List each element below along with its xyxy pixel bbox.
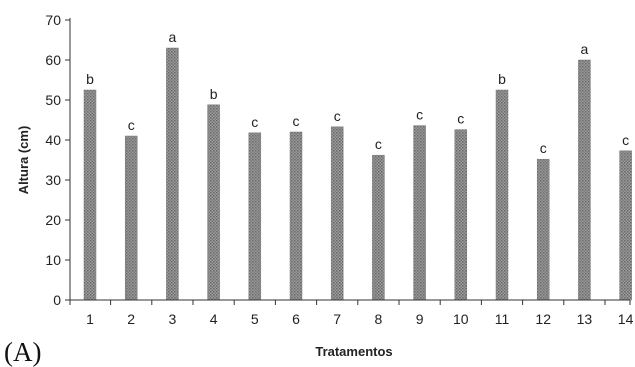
x-tick-label-7: 7	[333, 311, 341, 327]
significance-letter-5: c	[251, 114, 258, 130]
y-tick-label-30: 30	[45, 172, 61, 188]
bars-group	[83, 47, 632, 301]
x-tick-label-13: 13	[577, 311, 593, 327]
bar-3	[166, 47, 179, 301]
y-axis: 0 10 20 30 40 50 60 70	[45, 12, 71, 308]
x-tick-label-10: 10	[453, 311, 469, 327]
x-tick-label-14: 14	[618, 311, 634, 327]
significance-letter-8: c	[375, 136, 382, 152]
y-tick-label-0: 0	[53, 292, 61, 308]
significance-letter-4: b	[210, 86, 218, 102]
bar-6	[289, 131, 303, 301]
y-tick-label-20: 20	[45, 212, 61, 228]
bar-1	[83, 89, 97, 301]
x-tick-label-12: 12	[535, 311, 551, 327]
bar-11	[495, 89, 509, 301]
x-tick-label-4: 4	[210, 311, 218, 327]
x-tick-label-8: 8	[375, 311, 383, 327]
significance-letter-3: a	[169, 29, 177, 45]
bar-8	[372, 154, 385, 301]
y-tick-label-60: 60	[45, 52, 61, 68]
bar-5	[248, 132, 262, 301]
significance-letter-12: c	[540, 140, 547, 156]
significance-letters-group: b c a b c c c c c c b c a c	[86, 29, 629, 156]
x-axis-title: Tratamentos	[315, 344, 392, 359]
y-axis-title: Altura (cm)	[16, 126, 31, 195]
y-tick-label-40: 40	[45, 132, 61, 148]
significance-letter-1: b	[86, 71, 94, 87]
significance-letter-9: c	[416, 107, 423, 123]
significance-letter-14: c	[622, 132, 629, 148]
bar-12	[536, 158, 550, 301]
bar-10	[454, 129, 468, 301]
x-axis: 1 2 3 4 5 6 7 8 9 10 11 12 13 14	[69, 299, 634, 327]
x-tick-label-5: 5	[251, 311, 259, 327]
x-tick-label-2: 2	[127, 311, 135, 327]
x-tick-label-3: 3	[169, 311, 177, 327]
bar-14	[619, 150, 632, 301]
significance-letter-10: c	[457, 111, 464, 127]
x-tick-label-9: 9	[416, 311, 424, 327]
x-tick-label-11: 11	[495, 311, 510, 327]
significance-letter-13: a	[581, 41, 589, 57]
y-tick-label-10: 10	[45, 252, 61, 268]
significance-letter-11: b	[498, 71, 506, 87]
y-tick-label-70: 70	[45, 12, 61, 28]
bar-13	[578, 59, 591, 301]
x-tick-label-6: 6	[292, 311, 300, 327]
bar-4	[207, 104, 220, 301]
y-tick-label-50: 50	[45, 92, 61, 108]
significance-letter-6: c	[293, 113, 300, 129]
significance-letter-7: c	[334, 108, 341, 124]
significance-letter-2: c	[128, 117, 135, 133]
bar-9	[413, 125, 426, 301]
x-tick-label-1: 1	[86, 311, 94, 327]
bar-7	[330, 126, 344, 301]
bar-2	[124, 135, 138, 301]
panel-label: (A)	[4, 337, 41, 367]
